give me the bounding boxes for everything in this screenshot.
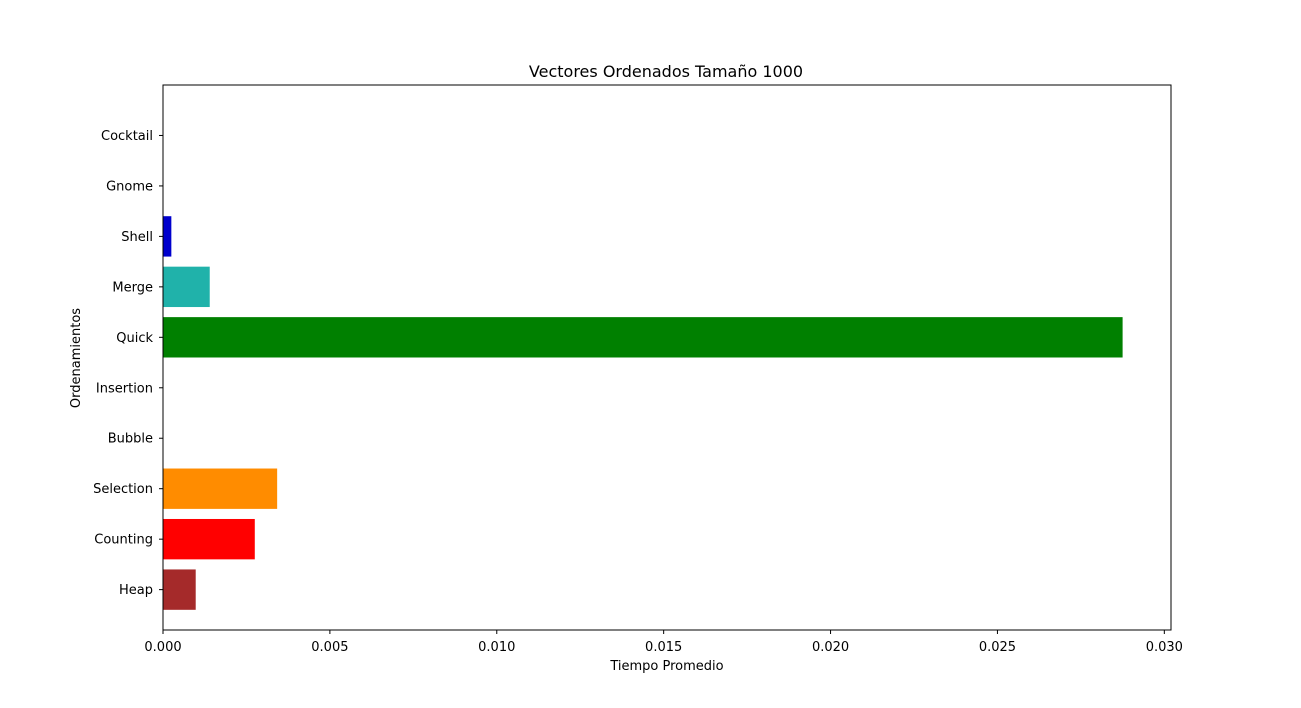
bar-counting [163, 518, 255, 560]
x-tick-label: 0.010 [478, 640, 515, 655]
x-tick-label: 0.000 [144, 640, 181, 655]
y-tick-label: Heap [119, 583, 153, 598]
x-tick-label: 0.020 [812, 640, 849, 655]
y-tick-label: Insertion [96, 381, 153, 396]
y-tick-label: Quick [116, 331, 153, 346]
y-tick-label: Cocktail [101, 129, 153, 144]
chart-title: Vectores Ordenados Tamaño 1000 [529, 62, 803, 81]
bar-quick [163, 317, 1123, 358]
y-tick-label: Bubble [108, 432, 153, 447]
y-axis: Heap Counting Selection Bubble Insertion Quic… [93, 129, 163, 598]
bar-heap [163, 569, 196, 610]
y-tick-label: Gnome [106, 179, 153, 194]
plot-frame [162, 84, 1172, 631]
x-axis-label: Tiempo Promedio [609, 659, 723, 674]
y-tick-label: Shell [121, 230, 153, 245]
x-tick-label: 0.005 [311, 640, 348, 655]
x-tick-label: 0.015 [645, 640, 682, 655]
x-tick-label: 0.025 [979, 640, 1016, 655]
y-axis-label: Ordenamientos [69, 308, 84, 408]
bars-group [163, 216, 1123, 610]
bar-shell [163, 216, 172, 257]
bar-merge [163, 266, 210, 308]
x-axis: 0.000 0.005 0.010 0.015 0.020 0.025 0.030 [144, 630, 1183, 655]
y-tick-label: Selection [93, 482, 153, 497]
x-tick-label: 0.030 [1146, 640, 1183, 655]
y-tick-label: Merge [112, 280, 153, 295]
bar-selection [163, 468, 278, 509]
y-tick-label: Counting [94, 533, 153, 548]
